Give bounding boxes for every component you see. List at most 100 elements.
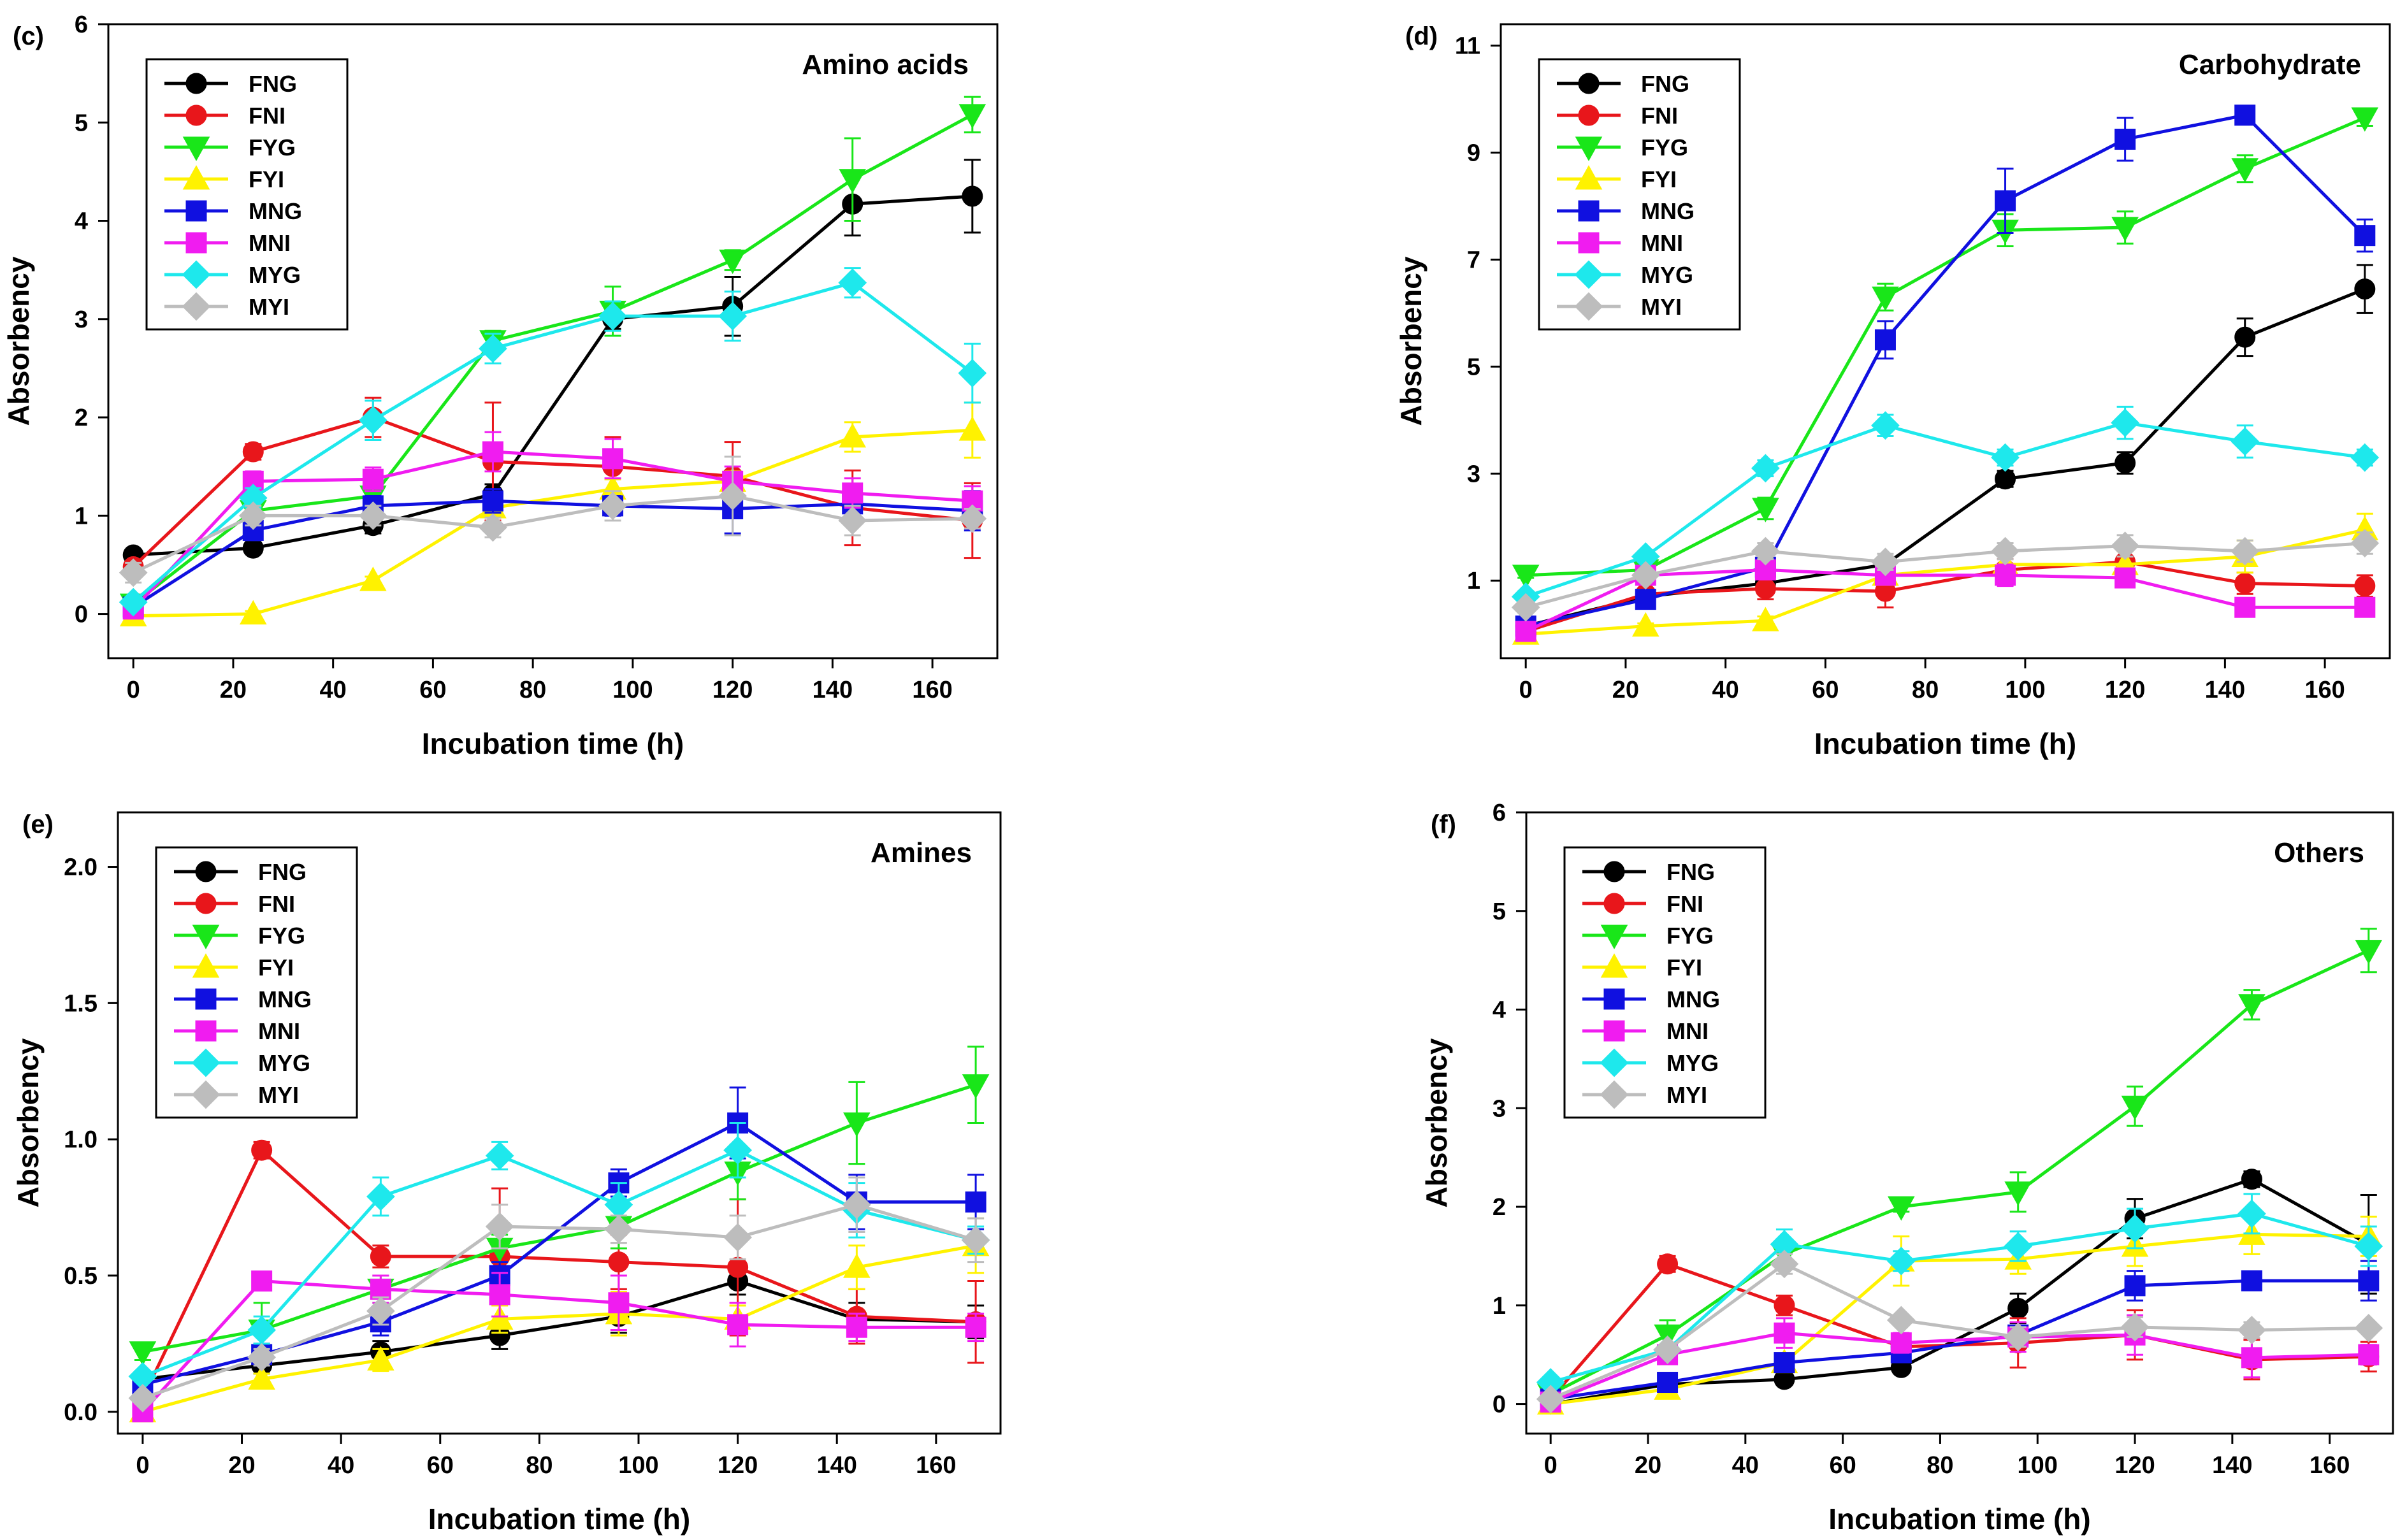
data-point [119,587,148,617]
data-point [1995,565,2016,586]
series-line [141,1148,976,1399]
y-tick-label: 0.5 [64,1263,98,1290]
x-tick-label: 160 [916,1452,956,1479]
series-myi [119,456,987,587]
series-line [142,1279,976,1381]
data-point [366,1297,395,1325]
legend-marker [1603,893,1625,914]
data-point [366,1182,395,1211]
data-point [1995,190,2016,212]
data-point [1888,1196,1915,1221]
data-point [2234,596,2256,618]
legend-label: MYG [1641,262,1693,288]
data-point [2114,567,2136,589]
data-point [608,1292,630,1314]
data-point [2354,1232,2383,1261]
data-point [2350,529,2380,558]
legend-label: FNG [258,859,307,885]
legend-label: MYG [258,1050,310,1076]
data-point [1872,286,1899,312]
series-line [1550,1331,2369,1404]
x-tick-label: 60 [419,677,446,703]
legend-label: MYI [1666,1082,1707,1108]
legend-box [155,846,358,1119]
legend-label: FNI [1641,103,1678,129]
legend-marker [185,200,207,222]
legend-label: MNG [1666,986,1720,1012]
data-point [242,441,264,463]
data-point [727,1314,749,1335]
series-line [142,1203,976,1400]
data-point [2114,129,2136,150]
x-tick-label: 80 [526,1452,553,1479]
data-point [1774,1352,1795,1374]
legend-label: FYI [1666,954,1702,981]
chart-panel-f: (f) 0 20 40 60 80 100 120 140 160 0 1 2 3 4 5 6 Incubatio… [1420,800,2394,1536]
data-point [958,504,987,533]
data-point [486,1305,514,1330]
legend-marker [195,861,217,882]
data-point [238,501,268,530]
data-point [958,359,987,388]
y-axis-label: Absorbency [11,1038,45,1207]
data-point [962,185,983,207]
series-line [1525,541,2365,609]
x-tick-label: 20 [228,1452,255,1479]
x-tick-label: 140 [2205,677,2245,703]
data-point [358,406,387,435]
x-tick-label: 40 [320,677,347,703]
x-tick-label: 40 [1712,677,1739,703]
x-tick-label: 120 [712,677,753,703]
x-tick-label: 80 [1926,1452,1953,1479]
data-point [2354,575,2376,597]
panel-label: (f) [1431,810,1456,838]
y-tick-label: 1 [75,503,88,529]
data-point [2234,572,2256,594]
legend-label: FNG [1666,859,1715,885]
y-tick-label: 2 [75,405,88,431]
x-tick-label: 0 [127,677,140,703]
data-point [846,1316,867,1338]
y-tick-label: 5 [1467,354,1480,380]
x-axis-label: Incubation time (h) [422,727,684,760]
data-point [1774,1295,1795,1316]
data-point [1991,443,2020,472]
legend-marker [1574,292,1603,321]
legend-label: MYI [1641,294,1682,320]
data-point [843,1253,871,1278]
data-point [1512,565,1540,589]
x-tick-label: 140 [817,1452,857,1479]
legend-marker [1600,953,1628,978]
legend-marker [1575,136,1603,161]
data-point [958,104,987,129]
data-point [2350,443,2380,472]
legend-label: MYG [249,262,301,288]
legend-label: FYG [1641,134,1688,161]
chart-panel-c: (c) 0 20 40 60 80 100 120 140 160 0 1 2 3 4 5 6 Incubatio… [2,11,999,760]
x-tick-label: 140 [813,677,853,703]
data-point [489,1284,510,1306]
data-point [2114,452,2136,474]
x-tick-label: 20 [1635,1452,1661,1479]
legend-marker [1578,73,1600,94]
x-tick-label: 0 [136,1452,149,1479]
legend-label: MNI [249,230,291,256]
data-point [1874,329,1896,350]
legend-label: FYG [258,923,305,949]
x-tick-label: 40 [328,1452,354,1479]
legend-label: FNI [1666,891,1703,917]
data-point [2234,326,2256,348]
data-point [2237,1199,2266,1228]
data-point [838,506,867,535]
y-tick-label: 2.0 [64,854,98,881]
data-point [2234,104,2256,126]
chart-panel-e: (e) 0 20 40 60 80 100 120 140 160 0.0 0.5 1.0 1.5 2.0 I… [11,810,1002,1536]
legend-marker [1578,232,1600,254]
data-point [723,1223,752,1252]
y-tick-label: 4 [75,208,88,235]
series-mni [1515,559,2376,642]
data-point [370,1278,391,1300]
series-line [133,194,972,557]
data-point [247,1316,277,1344]
data-point [2354,278,2376,300]
